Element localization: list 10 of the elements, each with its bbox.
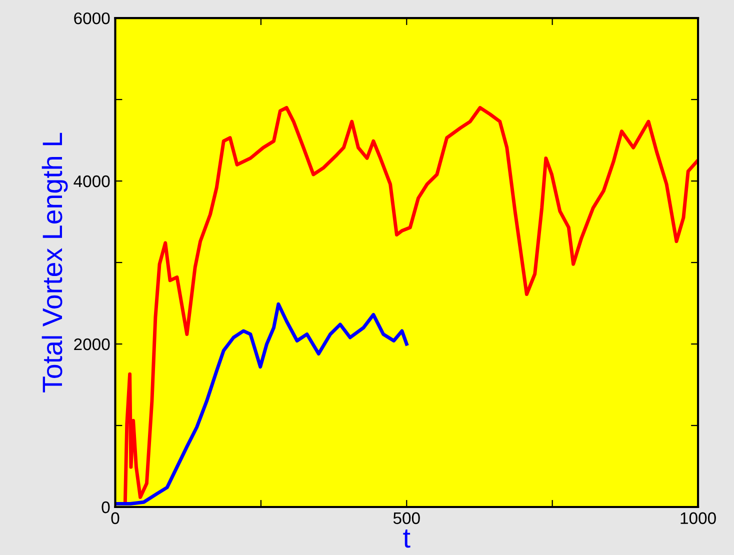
y-tick-label: 6000 bbox=[74, 12, 110, 24]
y-axis-title: Total Vortex Length L bbox=[42, 132, 68, 392]
x-tick-label: 500 bbox=[393, 512, 420, 524]
y-tick-label: 2000 bbox=[74, 338, 110, 350]
line-series bbox=[115, 302, 408, 506]
y-tick-label: 0 bbox=[102, 501, 110, 514]
x-tick-label: 1000 bbox=[680, 512, 716, 524]
x-tick-label: 0 bbox=[111, 512, 120, 524]
x-axis-title: t bbox=[403, 530, 410, 548]
y-tick-label: 4000 bbox=[74, 175, 110, 188]
